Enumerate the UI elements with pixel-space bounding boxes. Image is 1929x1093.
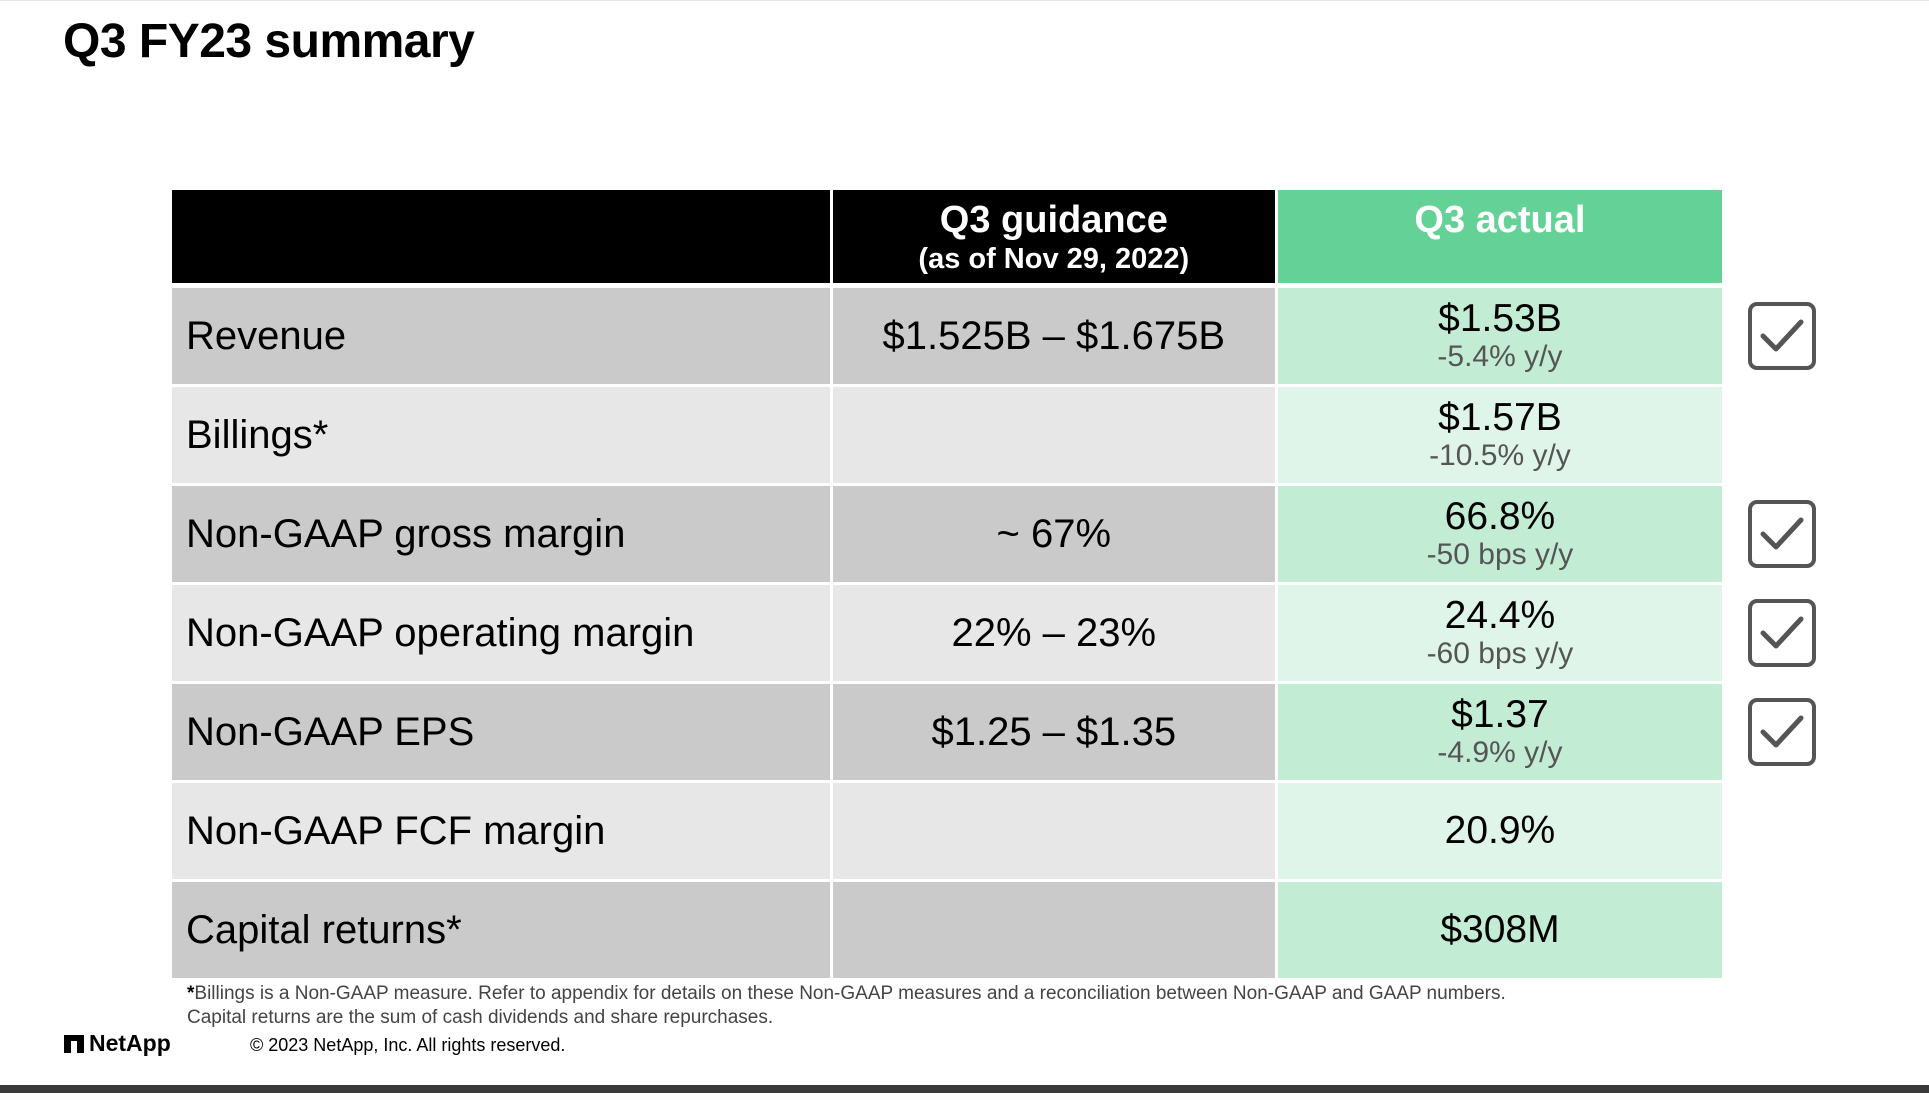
guidance-cell: 22% – 23% <box>832 585 1275 681</box>
guidance-cell: ~ 67% <box>832 486 1275 582</box>
checkmark-icon <box>1748 302 1816 370</box>
copyright: © 2023 NetApp, Inc. All rights reserved. <box>250 1035 566 1055</box>
header-actual-label: Q3 actual <box>1414 199 1586 241</box>
footnote-billings-text: Billings is a Non-GAAP measure. Refer to… <box>194 983 1506 1004</box>
actual-cell: $308M <box>1277 882 1722 978</box>
table-row-capital-returns: Capital returns* $308M <box>172 882 1722 978</box>
table-row-billings: Billings* $1.57B -10.5% y/y <box>172 387 1722 483</box>
guidance-cell <box>832 783 1275 879</box>
metric-cell: Non-GAAP FCF margin <box>172 783 830 879</box>
bottom-bar <box>0 1085 1929 1093</box>
table-row-gross-margin: Non-GAAP gross margin ~ 67% 66.8% -50 bp… <box>172 486 1722 582</box>
top-divider <box>0 0 1929 1</box>
header-guidance-cell: Q3 guidance (as of Nov 29, 2022) <box>832 190 1275 283</box>
guidance-cell <box>832 882 1275 978</box>
page-title: Q3 FY23 summary <box>63 15 475 68</box>
footnote-billings: *Billings is a Non-GAAP measure. Refer t… <box>187 983 1506 1005</box>
actual-value: $308M <box>1440 908 1560 951</box>
table-row-operating-margin: Non-GAAP operating margin 22% – 23% 24.4… <box>172 585 1722 681</box>
actual-change: -10.5% y/y <box>1429 439 1571 472</box>
header-metric-cell <box>172 190 830 283</box>
actual-value: $1.37 <box>1451 693 1549 736</box>
guidance-cell <box>832 387 1275 483</box>
actual-change: -60 bps y/y <box>1426 637 1574 670</box>
table-row-fcf-margin: Non-GAAP FCF margin 20.9% <box>172 783 1722 879</box>
actual-change: -5.4% y/y <box>1437 340 1563 373</box>
metric-cell: Billings* <box>172 387 830 483</box>
actual-value: $1.53B <box>1438 297 1562 340</box>
footnote-asterisk: * <box>187 983 195 1004</box>
table-row-revenue: Revenue $1.525B – $1.675B $1.53B -5.4% y… <box>172 288 1722 384</box>
netapp-logo-icon <box>64 1034 84 1053</box>
actual-cell: 24.4% -60 bps y/y <box>1277 585 1722 681</box>
checkmark-icon <box>1748 698 1816 766</box>
table-row-eps: Non-GAAP EPS $1.25 – $1.35 $1.37 -4.9% y… <box>172 684 1722 780</box>
guidance-cell: $1.25 – $1.35 <box>832 684 1275 780</box>
metric-cell: Non-GAAP gross margin <box>172 486 830 582</box>
summary-table: Q3 guidance (as of Nov 29, 2022) Q3 actu… <box>172 190 1722 981</box>
actual-cell: $1.37 -4.9% y/y <box>1277 684 1722 780</box>
metric-cell: Non-GAAP EPS <box>172 684 830 780</box>
netapp-logo: NetApp <box>64 1030 171 1057</box>
actual-value: 20.9% <box>1444 809 1556 852</box>
header-guidance-label: Q3 guidance <box>939 198 1168 241</box>
logo-text: NetApp <box>89 1030 171 1056</box>
actual-change: -4.9% y/y <box>1437 736 1563 769</box>
actual-cell: 20.9% <box>1277 783 1722 879</box>
actual-cell: $1.57B -10.5% y/y <box>1277 387 1722 483</box>
actual-cell: 66.8% -50 bps y/y <box>1277 486 1722 582</box>
actual-cell: $1.53B -5.4% y/y <box>1277 288 1722 384</box>
actual-value: 24.4% <box>1444 594 1556 637</box>
metric-cell: Capital returns* <box>172 882 830 978</box>
metric-cell: Non-GAAP operating margin <box>172 585 830 681</box>
actual-value: $1.57B <box>1438 396 1562 439</box>
header-actual-cell: Q3 actual <box>1277 190 1722 283</box>
actual-change: -50 bps y/y <box>1426 538 1574 571</box>
header-guidance-date: (as of Nov 29, 2022) <box>918 242 1190 275</box>
checkmark-icon <box>1748 500 1816 568</box>
table-header-row: Q3 guidance (as of Nov 29, 2022) Q3 actu… <box>172 190 1722 283</box>
guidance-cell: $1.525B – $1.675B <box>832 288 1275 384</box>
checkmark-icon <box>1748 599 1816 667</box>
metric-cell: Revenue <box>172 288 830 384</box>
actual-value: 66.8% <box>1444 495 1556 538</box>
footnote-capital-returns: Capital returns are the sum of cash divi… <box>187 1007 774 1028</box>
